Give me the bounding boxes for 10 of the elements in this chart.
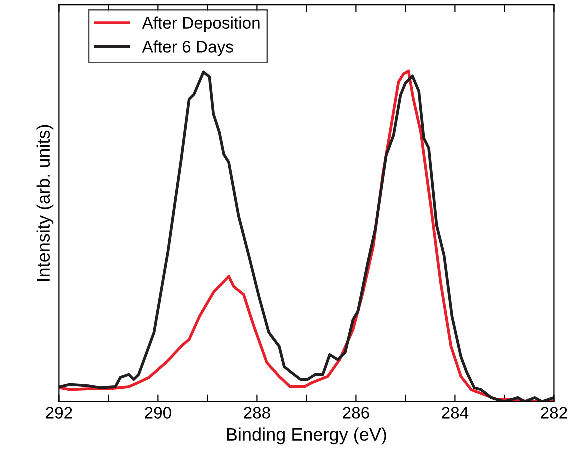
legend-label: After 6 Days <box>142 40 234 56</box>
x-tick-label: 282 <box>541 407 568 419</box>
x-axis-title: Binding Energy (eV) <box>227 428 386 445</box>
x-tick-label: 284 <box>442 407 469 419</box>
legend-label: After Deposition <box>142 16 260 32</box>
x-tick-label: 290 <box>145 407 172 419</box>
y-axis-title: Intensity (arb. units) <box>36 125 54 282</box>
x-tick-label: 286 <box>343 407 370 419</box>
x-tick-label: 292 <box>46 407 72 419</box>
x-tick-label: 288 <box>244 407 270 419</box>
